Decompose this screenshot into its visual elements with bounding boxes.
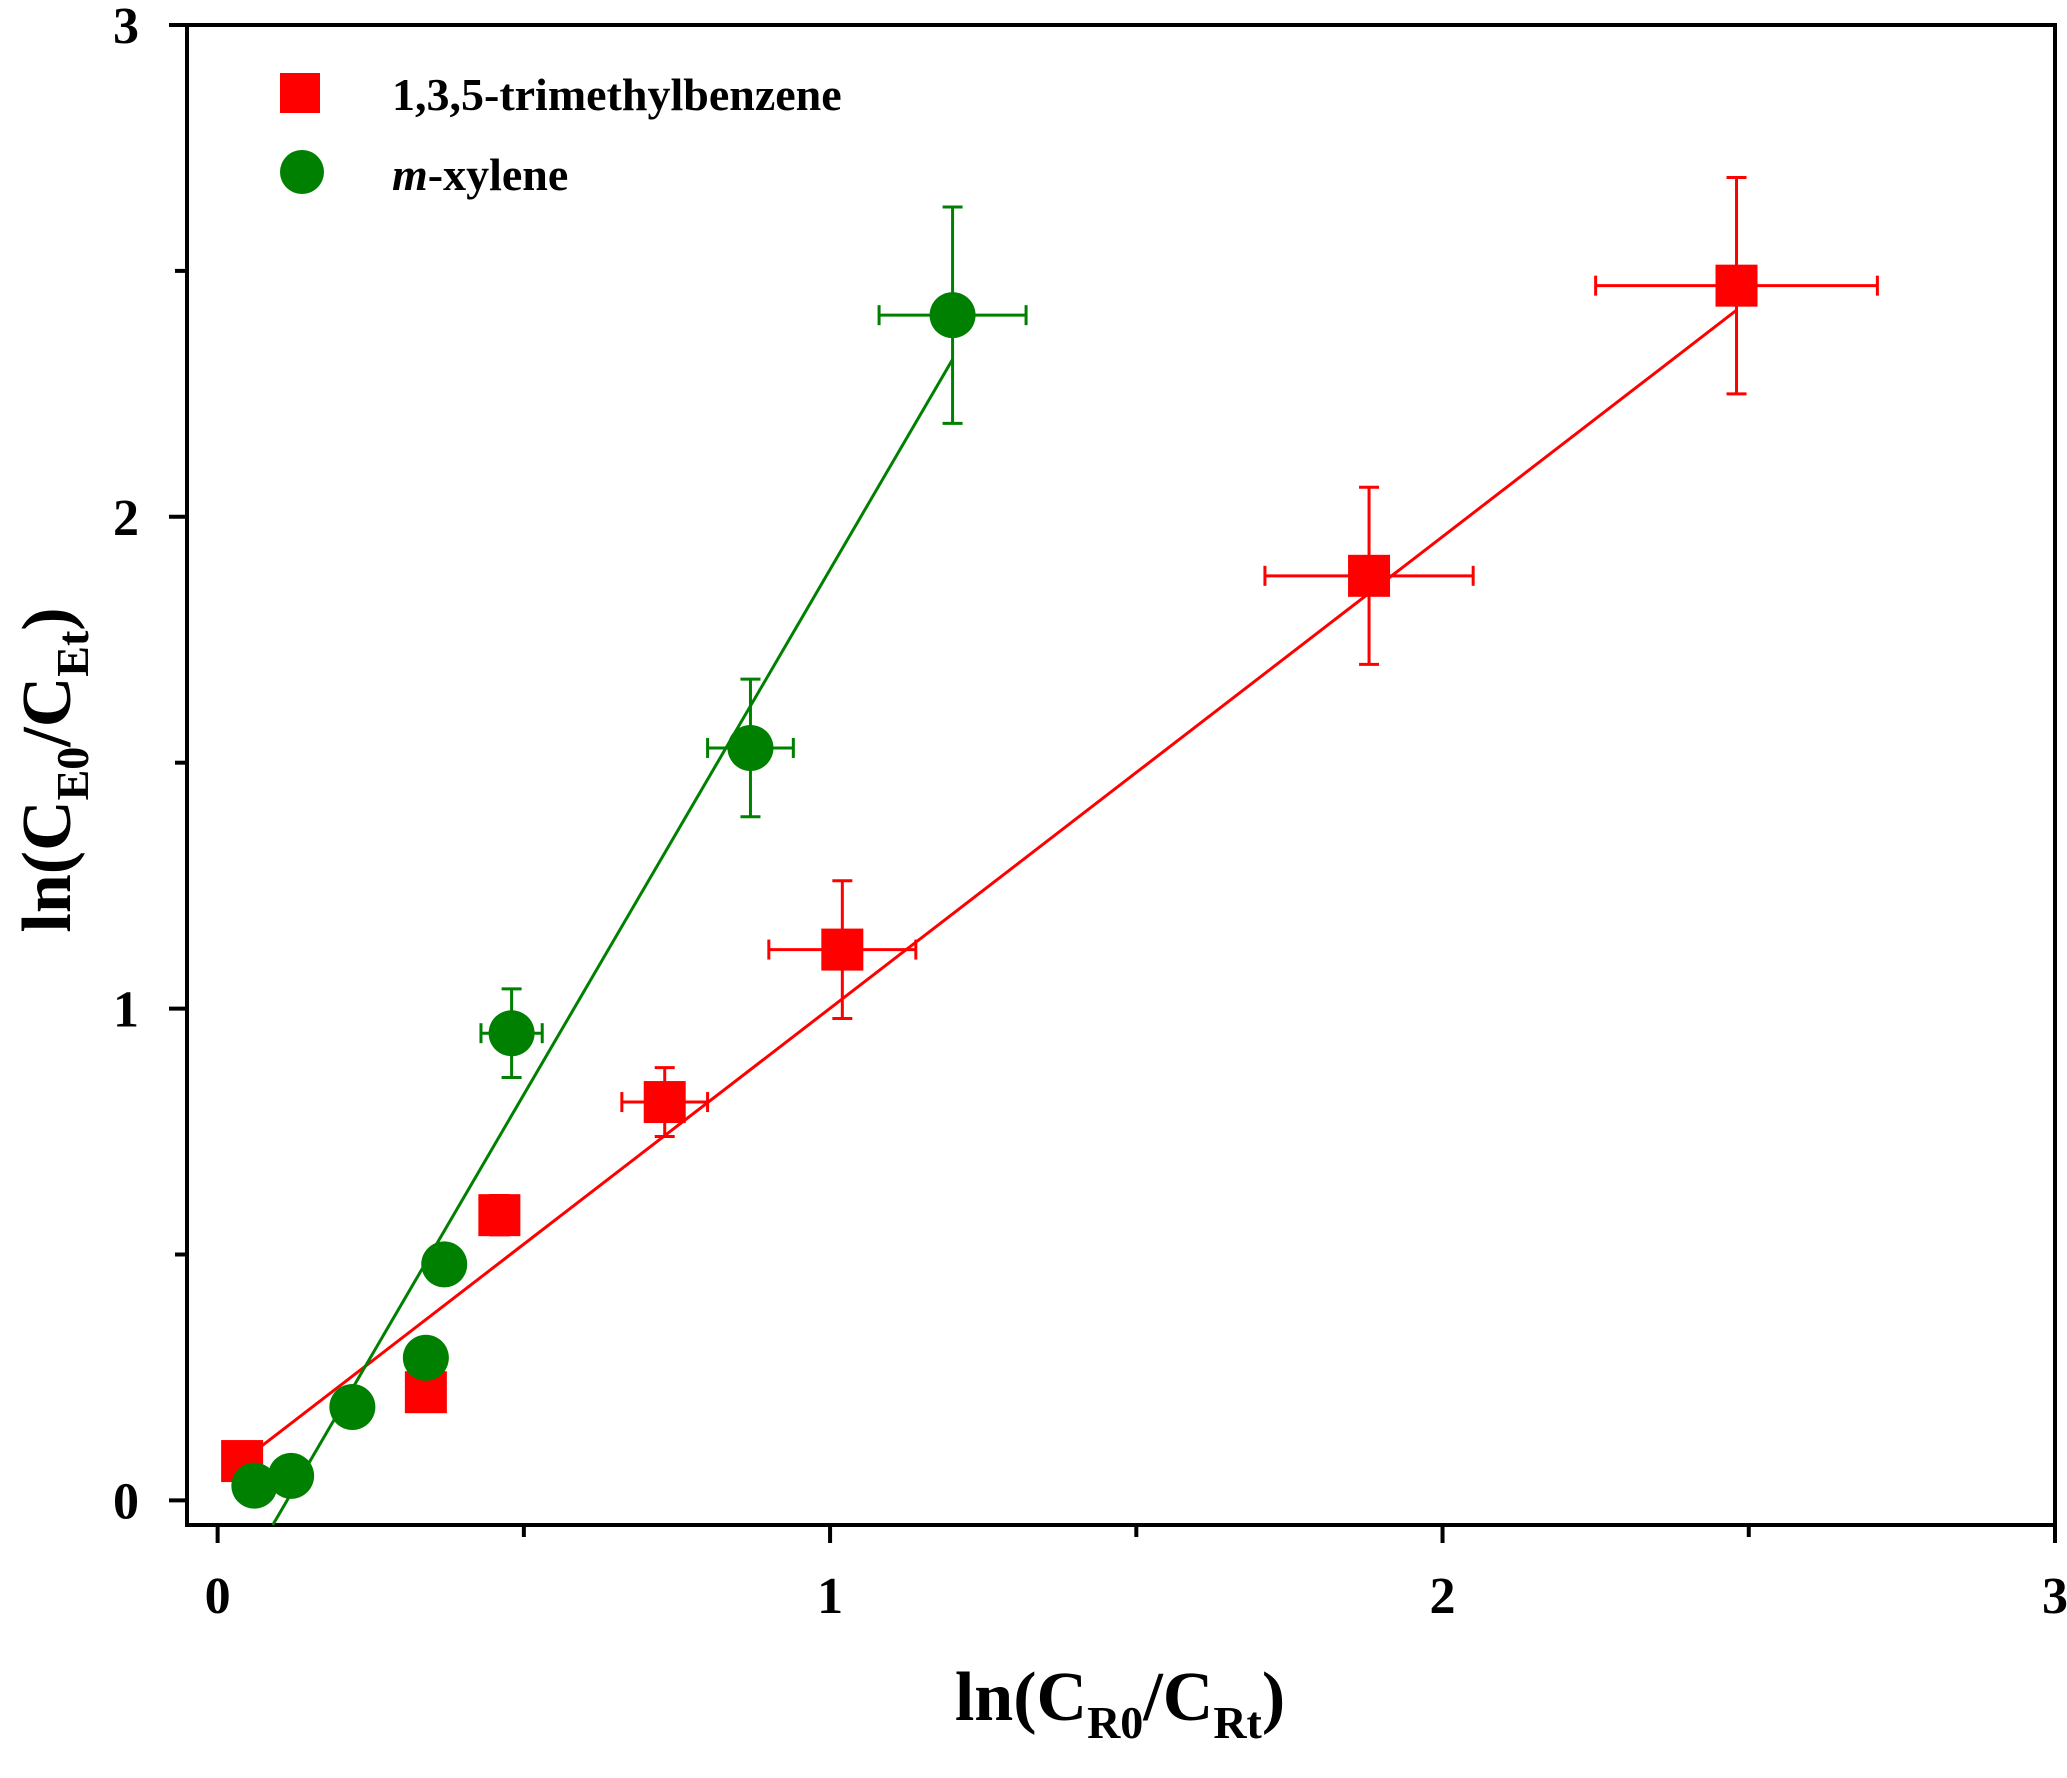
legend: 1,3,5-trimethylbenzene m-xylene xyxy=(280,69,842,200)
y-tick-label: 3 xyxy=(113,0,139,55)
data-point-m-xylene xyxy=(231,1462,278,1509)
y-tick-label: 2 xyxy=(113,490,139,547)
y-tick-label: 0 xyxy=(113,1473,139,1530)
data-point-m-xylene xyxy=(727,724,774,771)
data-point-m-xylene xyxy=(929,292,976,339)
data-point-trimethylbenzene xyxy=(478,1194,521,1237)
legend-circle-marker xyxy=(280,150,324,194)
x-tick-label: 3 xyxy=(2042,1568,2067,1625)
fit-line-trimethylbenzene xyxy=(241,309,1738,1463)
data-point-m-xylene xyxy=(488,1010,535,1057)
fit-line-m-xylene xyxy=(271,358,954,1526)
x-tick-label: 0 xyxy=(205,1568,231,1625)
x-tick-label: 2 xyxy=(1430,1568,1456,1625)
data-point-trimethylbenzene xyxy=(1348,554,1391,597)
legend-label-trimethylbenzene: 1,3,5-trimethylbenzene xyxy=(392,69,842,120)
data-point-m-xylene xyxy=(421,1241,468,1288)
y-tick-label: 1 xyxy=(113,982,139,1039)
y-axis-label: ln(CE0/CEt) xyxy=(9,607,98,932)
data-point-trimethylbenzene xyxy=(643,1081,686,1124)
data-point-m-xylene xyxy=(402,1334,449,1381)
legend-label-m-xylene: m-xylene xyxy=(392,149,568,200)
plot-frame xyxy=(185,23,2057,1527)
data-point-trimethylbenzene xyxy=(1715,264,1758,307)
x-axis-label: ln(CR0/CRt) xyxy=(955,1659,1285,1748)
data-point-m-xylene xyxy=(268,1452,315,1499)
x-tick-label: 1 xyxy=(817,1568,843,1625)
data-point-m-xylene xyxy=(329,1383,376,1430)
data-point-trimethylbenzene xyxy=(821,928,864,971)
legend-square-marker xyxy=(280,73,320,113)
